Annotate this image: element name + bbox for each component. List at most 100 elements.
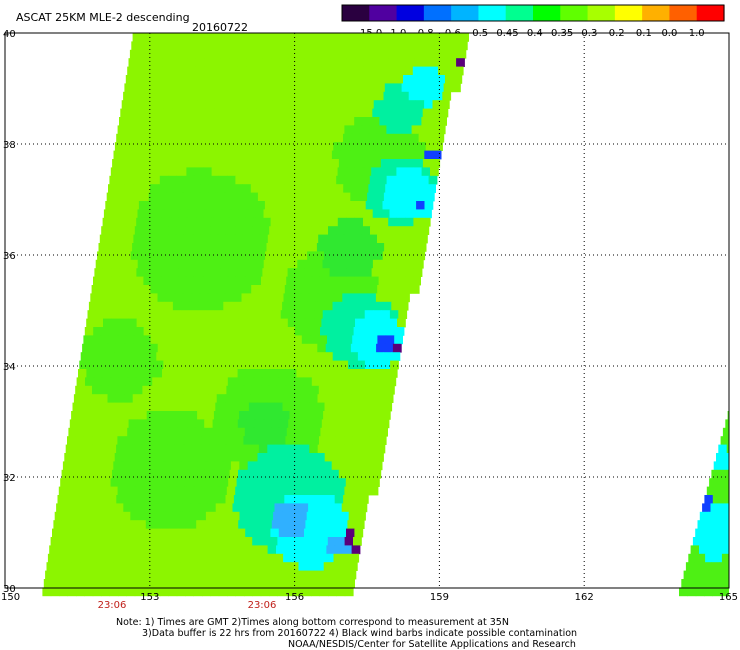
- wind-cell: [281, 150, 291, 160]
- wind-cell: [174, 243, 183, 252]
- wind-cell: [202, 427, 212, 437]
- wind-cell: [349, 402, 359, 412]
- wind-cell: [302, 175, 312, 185]
- wind-cell: [143, 175, 152, 185]
- wind-cell: [291, 243, 301, 252]
- wind-cell: [208, 394, 218, 403]
- wind-cell: [168, 175, 177, 185]
- wind-cell: [194, 427, 204, 437]
- wind-cell: [275, 343, 285, 353]
- wind-cell: [220, 217, 229, 227]
- wind-cell: [302, 587, 312, 597]
- wind-cell: [196, 209, 206, 219]
- wind-cell: [356, 461, 366, 471]
- wind-cell: [156, 453, 166, 462]
- wind-cell: [391, 251, 400, 261]
- wind-cell: [191, 343, 201, 353]
- wind-cell: [351, 394, 360, 403]
- wind-cell: [351, 133, 361, 143]
- wind-cell: [377, 75, 387, 84]
- wind-cell: [139, 301, 149, 311]
- wind-cell: [53, 520, 63, 529]
- wind-cell: [169, 377, 178, 387]
- wind-cell: [196, 310, 206, 319]
- wind-cell: [188, 411, 198, 420]
- wind-cell: [287, 268, 297, 277]
- wind-cell: [278, 66, 288, 76]
- wind-cell: [279, 217, 288, 227]
- wind-cell: [355, 520, 365, 529]
- wind-cell: [153, 268, 162, 277]
- wind-cell: [179, 209, 189, 219]
- wind-cell: [278, 167, 288, 177]
- wind-cell: [402, 184, 411, 193]
- wind-cell: [401, 33, 411, 42]
- wind-cell: [392, 343, 402, 353]
- wind-cell: [307, 402, 317, 412]
- wind-cell: [188, 461, 198, 471]
- wind-cell: [231, 352, 241, 361]
- wind-cell: [343, 285, 353, 294]
- wind-cell: [365, 411, 374, 420]
- wind-cell: [324, 453, 334, 462]
- wind-cell: [237, 579, 246, 588]
- wind-cell: [140, 192, 150, 202]
- wind-cell: [248, 201, 257, 210]
- wind-cell: [339, 520, 348, 529]
- wind-cell: [195, 419, 205, 429]
- wind-cell: [197, 100, 207, 109]
- wind-cell: [85, 528, 95, 538]
- wind-cell: [194, 478, 204, 487]
- wind-cell: [288, 570, 298, 580]
- wind-cell: [220, 369, 230, 378]
- wind-cell: [228, 528, 238, 538]
- wind-cell: [385, 285, 395, 294]
- wind-cell: [73, 394, 83, 403]
- wind-cell: [399, 201, 409, 210]
- wind-cell: [373, 411, 383, 420]
- wind-cell: [213, 209, 222, 219]
- wind-cell: [312, 268, 322, 277]
- wind-cell: [149, 444, 159, 454]
- wind-cell: [296, 369, 306, 378]
- wind-cell: [331, 150, 341, 160]
- wind-cell: [363, 217, 372, 227]
- wind-cell: [273, 511, 282, 521]
- wind-cell: [157, 394, 167, 403]
- wind-cell: [115, 293, 125, 303]
- wind-cell: [216, 293, 226, 303]
- wind-cell: [147, 201, 157, 210]
- wind-cell: [451, 33, 461, 42]
- wind-cell: [380, 318, 389, 328]
- wind-cell: [140, 503, 149, 513]
- wind-cell: [266, 553, 276, 563]
- wind-cell: [106, 553, 116, 563]
- wind-cell: [110, 167, 120, 177]
- wind-cell: [313, 209, 323, 219]
- wind-cell: [361, 175, 371, 185]
- wind-cell: [305, 570, 315, 580]
- wind-cell: [198, 301, 207, 311]
- wind-cell: [183, 83, 192, 93]
- wind-cell: [367, 192, 376, 202]
- wind-cell: [164, 562, 173, 571]
- wind-cell: [387, 377, 397, 387]
- wind-cell: [213, 310, 223, 319]
- wind-cell: [358, 142, 368, 151]
- wind-cell: [104, 310, 114, 319]
- wind-cell: [329, 318, 339, 328]
- wind-cell: [340, 562, 350, 571]
- wind-cell: [375, 243, 385, 252]
- wind-cell: [273, 352, 283, 361]
- wind-cell: [218, 125, 228, 135]
- wind-cell: [383, 192, 393, 202]
- wind-cell: [86, 419, 96, 429]
- wind-cell: [413, 167, 422, 177]
- wind-cell: [254, 369, 264, 378]
- wind-cell: [349, 251, 358, 261]
- wind-cell: [88, 301, 98, 311]
- wind-cell: [330, 108, 340, 118]
- wind-cell: [200, 133, 209, 143]
- wind-cell: [189, 352, 199, 361]
